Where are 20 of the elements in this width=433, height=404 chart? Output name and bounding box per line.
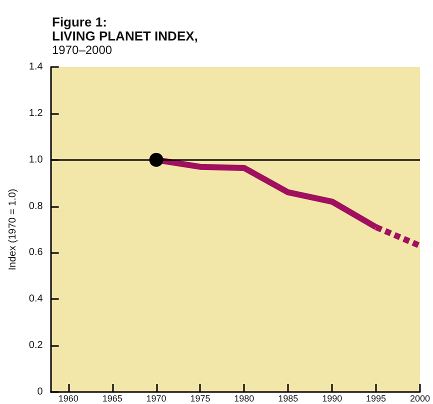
y-axis-title: Index (1970 = 1.0): [8, 188, 18, 270]
y-tick-label: 1.0: [28, 154, 44, 166]
chart-subtitle: 1970–2000: [52, 43, 112, 57]
x-tick-label: 2000: [410, 394, 430, 404]
x-tick-label: 1975: [190, 394, 210, 404]
x-tick-label: 1970: [146, 394, 166, 404]
y-tick-label: 0.4: [28, 294, 44, 305]
x-tick-label: 1965: [102, 394, 122, 404]
chart-title: Figure 1: LIVING PLANET INDEX,: [52, 14, 198, 44]
x-tick-label: 1985: [278, 394, 298, 404]
x-tick-label: 1990: [322, 394, 342, 404]
y-tick-label: 0.8: [28, 200, 44, 212]
y-tick-label: 0.2: [28, 340, 44, 352]
x-tick-label: 1960: [58, 394, 78, 404]
y-tick-label: 0.6: [28, 247, 44, 258]
y-tick-label: 1.2: [28, 108, 44, 119]
y-tick-label: 1.4: [28, 62, 44, 72]
y-tick-label: 0: [37, 386, 44, 398]
x-tick-label: 1980: [234, 394, 254, 404]
x-tick-label: 1995: [366, 394, 386, 404]
